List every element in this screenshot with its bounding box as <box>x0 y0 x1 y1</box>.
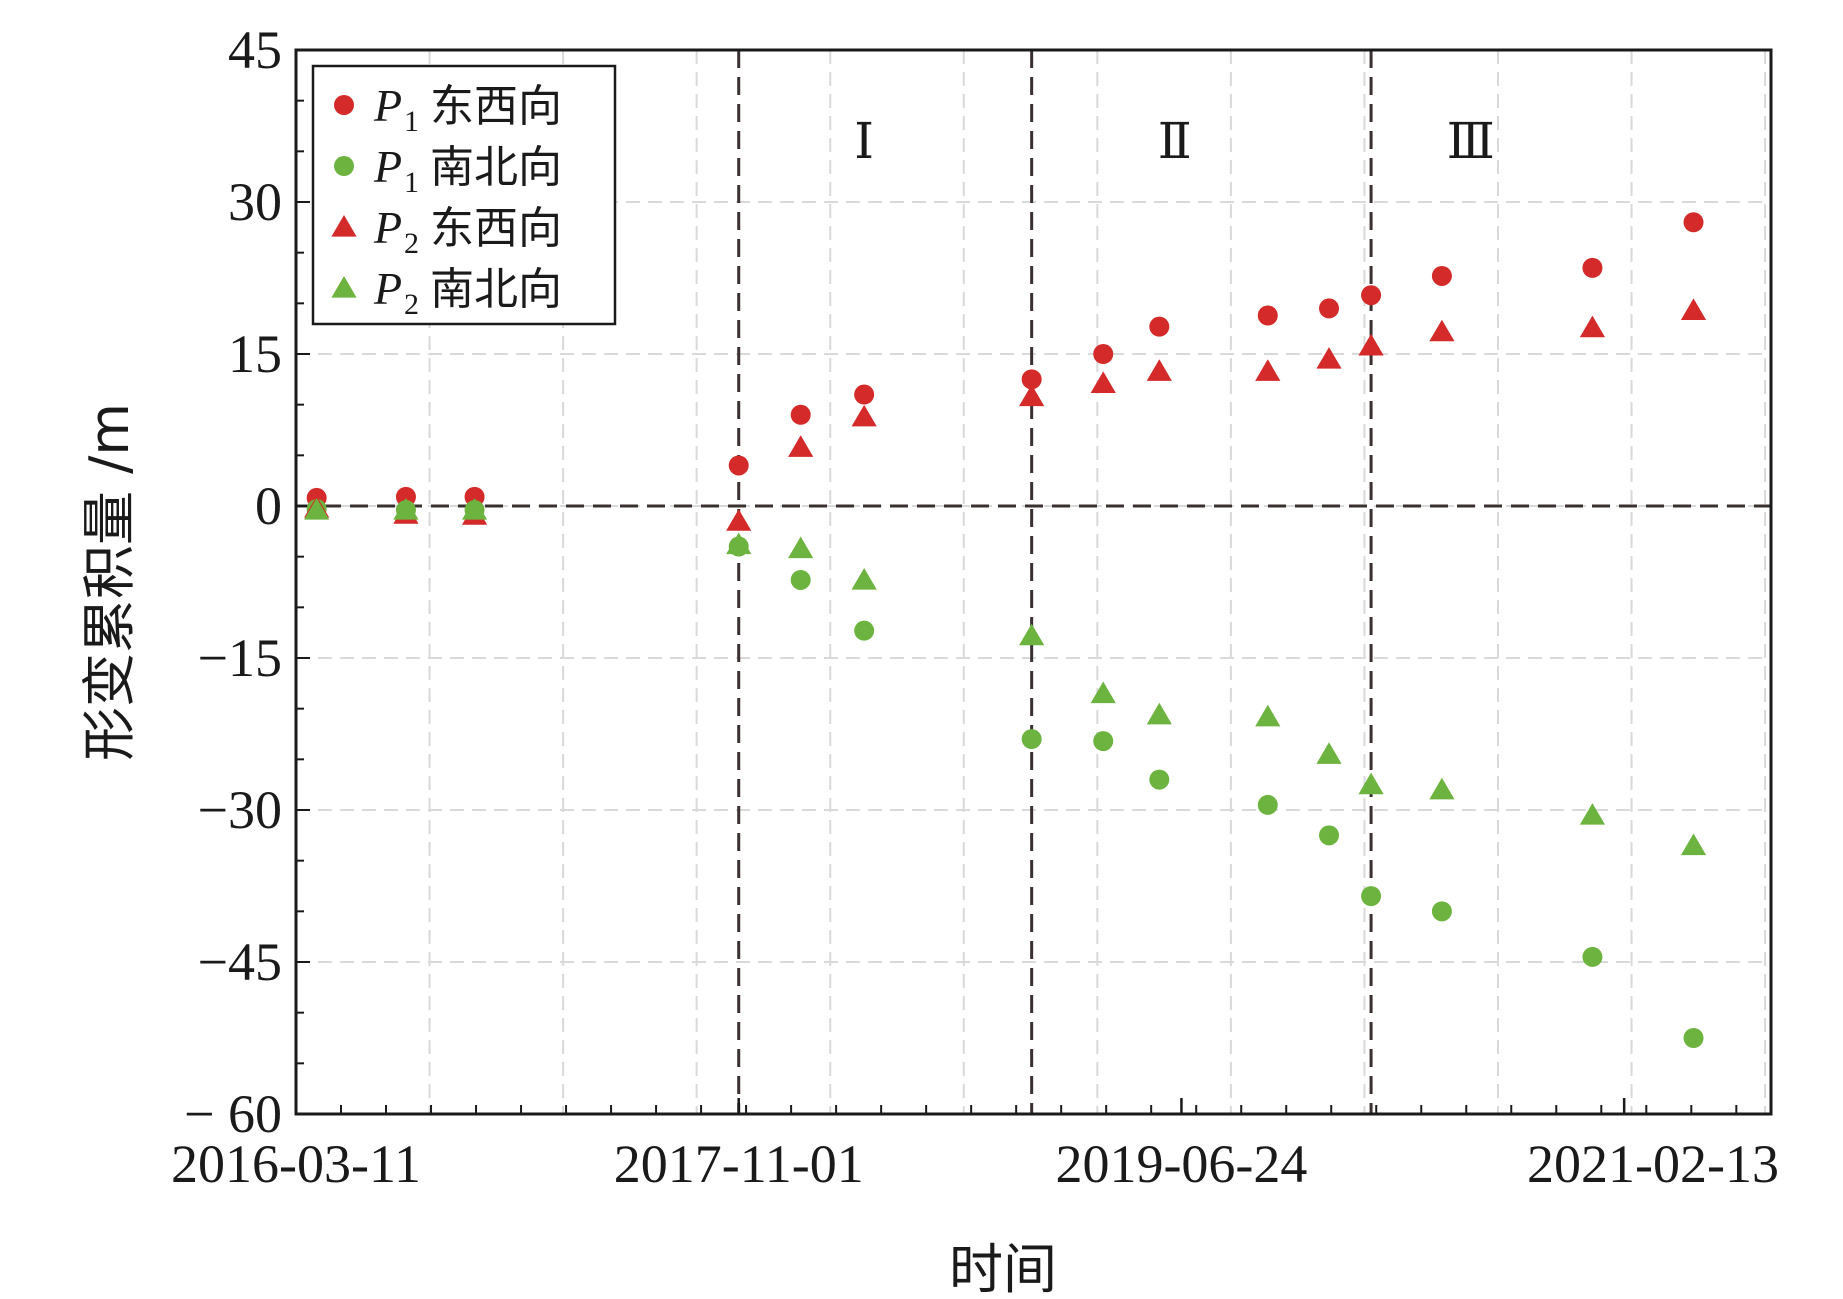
data-point <box>728 455 749 476</box>
data-point <box>1680 833 1707 856</box>
data-point <box>1429 319 1455 342</box>
phase-label: Ⅰ <box>854 113 874 169</box>
y-tick-label: 15 <box>228 324 282 384</box>
data-point <box>788 536 814 559</box>
legend-marker <box>334 156 354 176</box>
data-point <box>1019 623 1045 646</box>
y-tick-label: −30 <box>198 780 282 840</box>
y-tick-label: −15 <box>198 628 282 688</box>
data-point <box>304 498 330 520</box>
data-point <box>1021 729 1042 750</box>
data-point <box>1361 285 1382 306</box>
data-point <box>1257 305 1278 326</box>
legend-label-text: 南北向 <box>430 264 562 315</box>
data-point <box>726 509 752 531</box>
legend-label-main: P <box>373 263 402 314</box>
data-point <box>854 384 875 405</box>
data-point <box>1361 886 1382 907</box>
data-point <box>790 569 811 590</box>
legend-label-main: P <box>373 80 402 131</box>
legend-label-sub: 1 <box>404 105 419 138</box>
y-tick-label: 30 <box>228 172 282 232</box>
y-tick-label: 45 <box>228 20 282 80</box>
legend-box <box>311 64 617 326</box>
data-point <box>1582 946 1603 967</box>
y-axis-ticks: 45 30 15 0 −15 −30 −45 − 60 <box>184 20 282 1144</box>
legend-label-text: 东西向 <box>430 203 562 254</box>
phase-boundaries <box>737 50 1373 1114</box>
legend-marker <box>331 215 357 237</box>
y-tick-label: 0 <box>255 476 282 536</box>
data-point <box>1093 731 1114 752</box>
legend-label-sub: 2 <box>404 227 419 260</box>
x-tick-label: 2016-03-11 <box>171 1134 421 1194</box>
data-point <box>1431 901 1452 922</box>
legend-item: P 2 东西向 <box>331 202 562 260</box>
data-point <box>1358 333 1384 356</box>
data-point <box>1021 369 1042 390</box>
legend-item: P 1 东西向 <box>334 80 562 138</box>
y-tick-label: −45 <box>198 932 282 992</box>
legend-label-text: 南北向 <box>430 142 562 193</box>
series-4 <box>304 498 1707 856</box>
data-point <box>393 498 419 520</box>
data-point <box>1319 825 1340 846</box>
y-tick-label: − 60 <box>184 1084 282 1144</box>
data-point <box>1090 371 1116 393</box>
phase-label: Ⅱ <box>1158 113 1192 169</box>
legend-marker <box>331 276 357 298</box>
legend-label-text: 东西向 <box>430 81 562 132</box>
plot-frame <box>294 48 1773 1116</box>
data-point <box>851 567 877 590</box>
data-point <box>1579 803 1606 825</box>
x-tick-label: 2021-02-13 <box>1527 1134 1779 1194</box>
data-point <box>1255 359 1281 381</box>
legend-item: P 2 南北向 <box>331 263 562 321</box>
data-point <box>726 532 752 555</box>
x-tick-label: 2019-06-24 <box>1055 1134 1307 1194</box>
data-point <box>1149 316 1170 337</box>
data-point <box>790 404 811 425</box>
data-point <box>854 620 875 641</box>
legend-label-sub: 2 <box>404 288 419 321</box>
data-point <box>1146 702 1172 725</box>
data-point <box>1316 742 1342 764</box>
data-points <box>304 212 1707 1048</box>
data-point <box>1090 681 1116 704</box>
legend-label-sub: 1 <box>404 166 419 199</box>
data-point <box>788 435 814 457</box>
data-point <box>1358 772 1384 795</box>
data-point <box>1582 257 1603 278</box>
data-point <box>1680 298 1707 321</box>
data-point <box>1429 777 1455 800</box>
x-axis-ticks: 2016-03-11 2017-11-01 2019-06-24 2021-02-13 <box>171 1098 1779 1194</box>
data-point <box>1316 347 1342 369</box>
legend-label-main: P <box>373 202 402 253</box>
data-point <box>1683 1028 1704 1048</box>
data-point <box>1257 794 1278 815</box>
legend-marker <box>334 95 354 115</box>
data-point <box>851 404 877 427</box>
phase-label: Ⅲ <box>1447 113 1495 169</box>
data-point <box>1579 315 1606 338</box>
data-point <box>1683 212 1704 233</box>
data-point <box>1146 359 1172 381</box>
data-point <box>1093 344 1114 364</box>
x-tick-label: 2017-11-01 <box>614 1134 864 1194</box>
data-point <box>1019 384 1045 407</box>
y-axis-title: 形变累积量 /m <box>78 403 141 761</box>
data-point <box>1431 265 1452 286</box>
legend-item: P 1 南北向 <box>334 141 562 199</box>
phase-labels: Ⅰ Ⅱ Ⅲ <box>854 113 1495 169</box>
x-axis-title: 时间 <box>949 1238 1057 1299</box>
legend-label-main: P <box>373 141 402 192</box>
data-point <box>1319 298 1340 319</box>
data-point <box>1149 769 1170 790</box>
data-point <box>1255 704 1281 727</box>
data-point <box>461 498 488 520</box>
